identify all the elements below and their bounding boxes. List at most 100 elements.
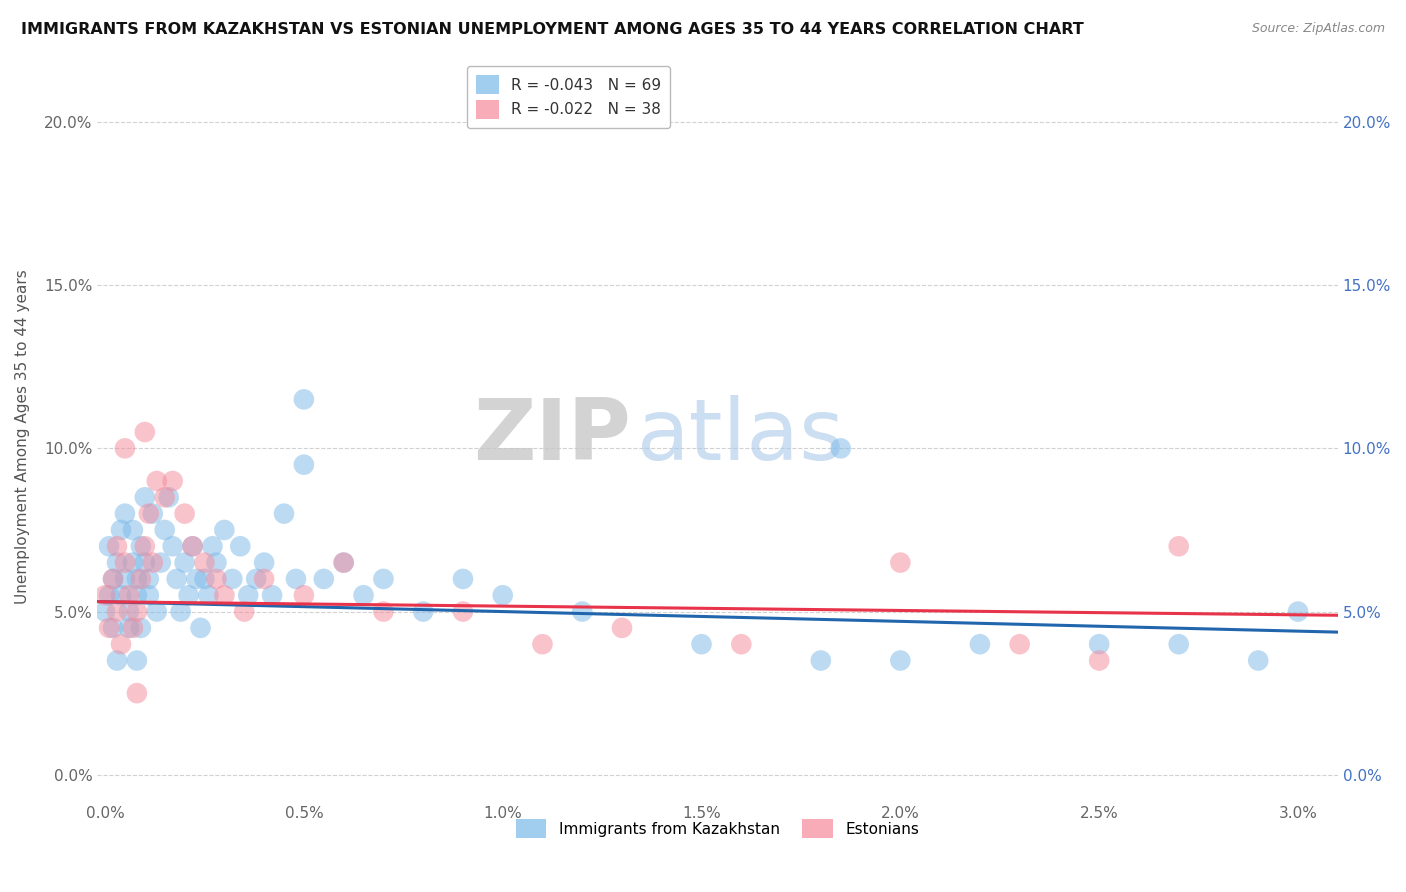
Point	[1167, 539, 1189, 553]
Point	[969, 637, 991, 651]
Point	[138, 507, 160, 521]
Point	[253, 556, 276, 570]
Point	[122, 621, 145, 635]
Point	[214, 588, 236, 602]
Point	[190, 621, 212, 635]
Point	[105, 539, 128, 553]
Point	[98, 588, 121, 602]
Point	[262, 588, 284, 602]
Point	[730, 637, 752, 651]
Point	[105, 605, 128, 619]
Point	[138, 588, 160, 602]
Point	[412, 605, 434, 619]
Point	[94, 605, 117, 619]
Point	[142, 556, 165, 570]
Point	[1167, 637, 1189, 651]
Point	[129, 621, 152, 635]
Text: ZIP: ZIP	[472, 395, 631, 478]
Text: Source: ZipAtlas.com: Source: ZipAtlas.com	[1251, 22, 1385, 36]
Point	[284, 572, 307, 586]
Point	[492, 588, 515, 602]
Point	[571, 605, 593, 619]
Legend: Immigrants from Kazakhstan, Estonians: Immigrants from Kazakhstan, Estonians	[509, 814, 925, 844]
Point	[353, 588, 375, 602]
Point	[162, 474, 184, 488]
Point	[312, 572, 335, 586]
Point	[830, 442, 852, 456]
Point	[162, 539, 184, 553]
Point	[292, 392, 315, 407]
Point	[531, 637, 554, 651]
Point	[101, 621, 124, 635]
Point	[122, 556, 145, 570]
Point	[177, 588, 200, 602]
Point	[332, 556, 354, 570]
Point	[292, 588, 315, 602]
Point	[138, 572, 160, 586]
Point	[125, 572, 148, 586]
Y-axis label: Unemployment Among Ages 35 to 44 years: Unemployment Among Ages 35 to 44 years	[15, 269, 30, 604]
Point	[114, 556, 136, 570]
Point	[1286, 605, 1309, 619]
Point	[810, 653, 832, 667]
Point	[118, 588, 141, 602]
Point	[101, 572, 124, 586]
Point	[373, 605, 395, 619]
Point	[94, 588, 117, 602]
Text: IMMIGRANTS FROM KAZAKHSTAN VS ESTONIAN UNEMPLOYMENT AMONG AGES 35 TO 44 YEARS CO: IMMIGRANTS FROM KAZAKHSTAN VS ESTONIAN U…	[21, 22, 1084, 37]
Point	[98, 539, 121, 553]
Point	[125, 588, 148, 602]
Point	[157, 491, 180, 505]
Point	[146, 605, 169, 619]
Point	[173, 507, 195, 521]
Point	[110, 523, 132, 537]
Point	[101, 572, 124, 586]
Point	[114, 442, 136, 456]
Point	[451, 605, 474, 619]
Point	[205, 556, 228, 570]
Point	[214, 523, 236, 537]
Point	[373, 572, 395, 586]
Point	[105, 556, 128, 570]
Point	[229, 539, 252, 553]
Point	[197, 588, 219, 602]
Point	[125, 686, 148, 700]
Point	[129, 539, 152, 553]
Point	[181, 539, 204, 553]
Point	[238, 588, 260, 602]
Point	[233, 605, 256, 619]
Point	[1088, 653, 1111, 667]
Point	[153, 491, 176, 505]
Point	[110, 588, 132, 602]
Point	[110, 637, 132, 651]
Point	[114, 572, 136, 586]
Point	[134, 539, 156, 553]
Point	[134, 425, 156, 439]
Point	[186, 572, 208, 586]
Point	[149, 556, 172, 570]
Point	[134, 556, 156, 570]
Point	[105, 653, 128, 667]
Point	[273, 507, 295, 521]
Point	[292, 458, 315, 472]
Text: atlas: atlas	[637, 395, 845, 478]
Point	[134, 491, 156, 505]
Point	[221, 572, 243, 586]
Point	[1247, 653, 1270, 667]
Point	[201, 539, 224, 553]
Point	[125, 605, 148, 619]
Point	[193, 556, 215, 570]
Point	[129, 572, 152, 586]
Point	[690, 637, 713, 651]
Point	[245, 572, 267, 586]
Point	[181, 539, 204, 553]
Point	[889, 653, 911, 667]
Point	[205, 572, 228, 586]
Point	[146, 474, 169, 488]
Point	[118, 605, 141, 619]
Point	[193, 572, 215, 586]
Point	[1088, 637, 1111, 651]
Point	[332, 556, 354, 570]
Point	[142, 507, 165, 521]
Point	[610, 621, 633, 635]
